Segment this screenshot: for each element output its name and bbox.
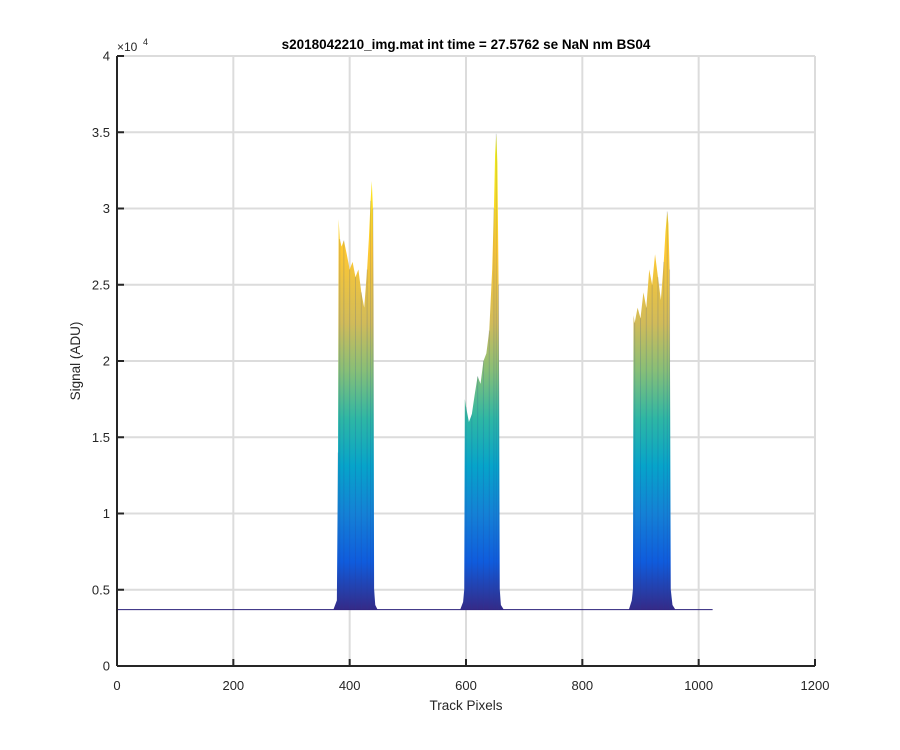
signal-peak-2 (460, 133, 504, 610)
y-exponent-power: 4 (143, 37, 148, 47)
signal-peak-1 (333, 181, 378, 610)
y-tick-label: 2.5 (92, 277, 110, 292)
x-tick-label: 1200 (801, 678, 830, 693)
x-tick-label: 600 (455, 678, 477, 693)
x-tick-label: 200 (222, 678, 244, 693)
y-tick-label: 1.5 (92, 430, 110, 445)
y-tick-label: 2 (103, 354, 110, 369)
y-axis-label: Signal (ADU) (68, 322, 83, 401)
axes (116, 55, 816, 667)
y-tick-label: 3.5 (92, 125, 110, 140)
x-axis-label: Track Pixels (429, 698, 502, 713)
x-tick-label: 1000 (684, 678, 713, 693)
tick-labels: 0 200 400 600 800 1000 1200 0 0.5 1 1.5 2 2.5 3 3.5 4 (92, 49, 830, 694)
x-tick-label: 0 (113, 678, 120, 693)
x-tick-label: 400 (339, 678, 361, 693)
y-exponent-label: ×10 4 (117, 37, 148, 54)
y-exponent-base: ×10 (117, 40, 138, 54)
y-tick-label: 4 (103, 49, 110, 64)
x-tick-label: 800 (571, 678, 593, 693)
y-tick-label: 0.5 (92, 582, 110, 597)
chart-title: s2018042210_img.mat int time = 27.5762 s… (282, 37, 651, 52)
signal-peak-3 (628, 211, 676, 610)
y-tick-label: 0 (103, 659, 110, 674)
y-tick-label: 1 (103, 506, 110, 521)
y-tick-label: 3 (103, 201, 110, 216)
data-layer (117, 133, 713, 611)
